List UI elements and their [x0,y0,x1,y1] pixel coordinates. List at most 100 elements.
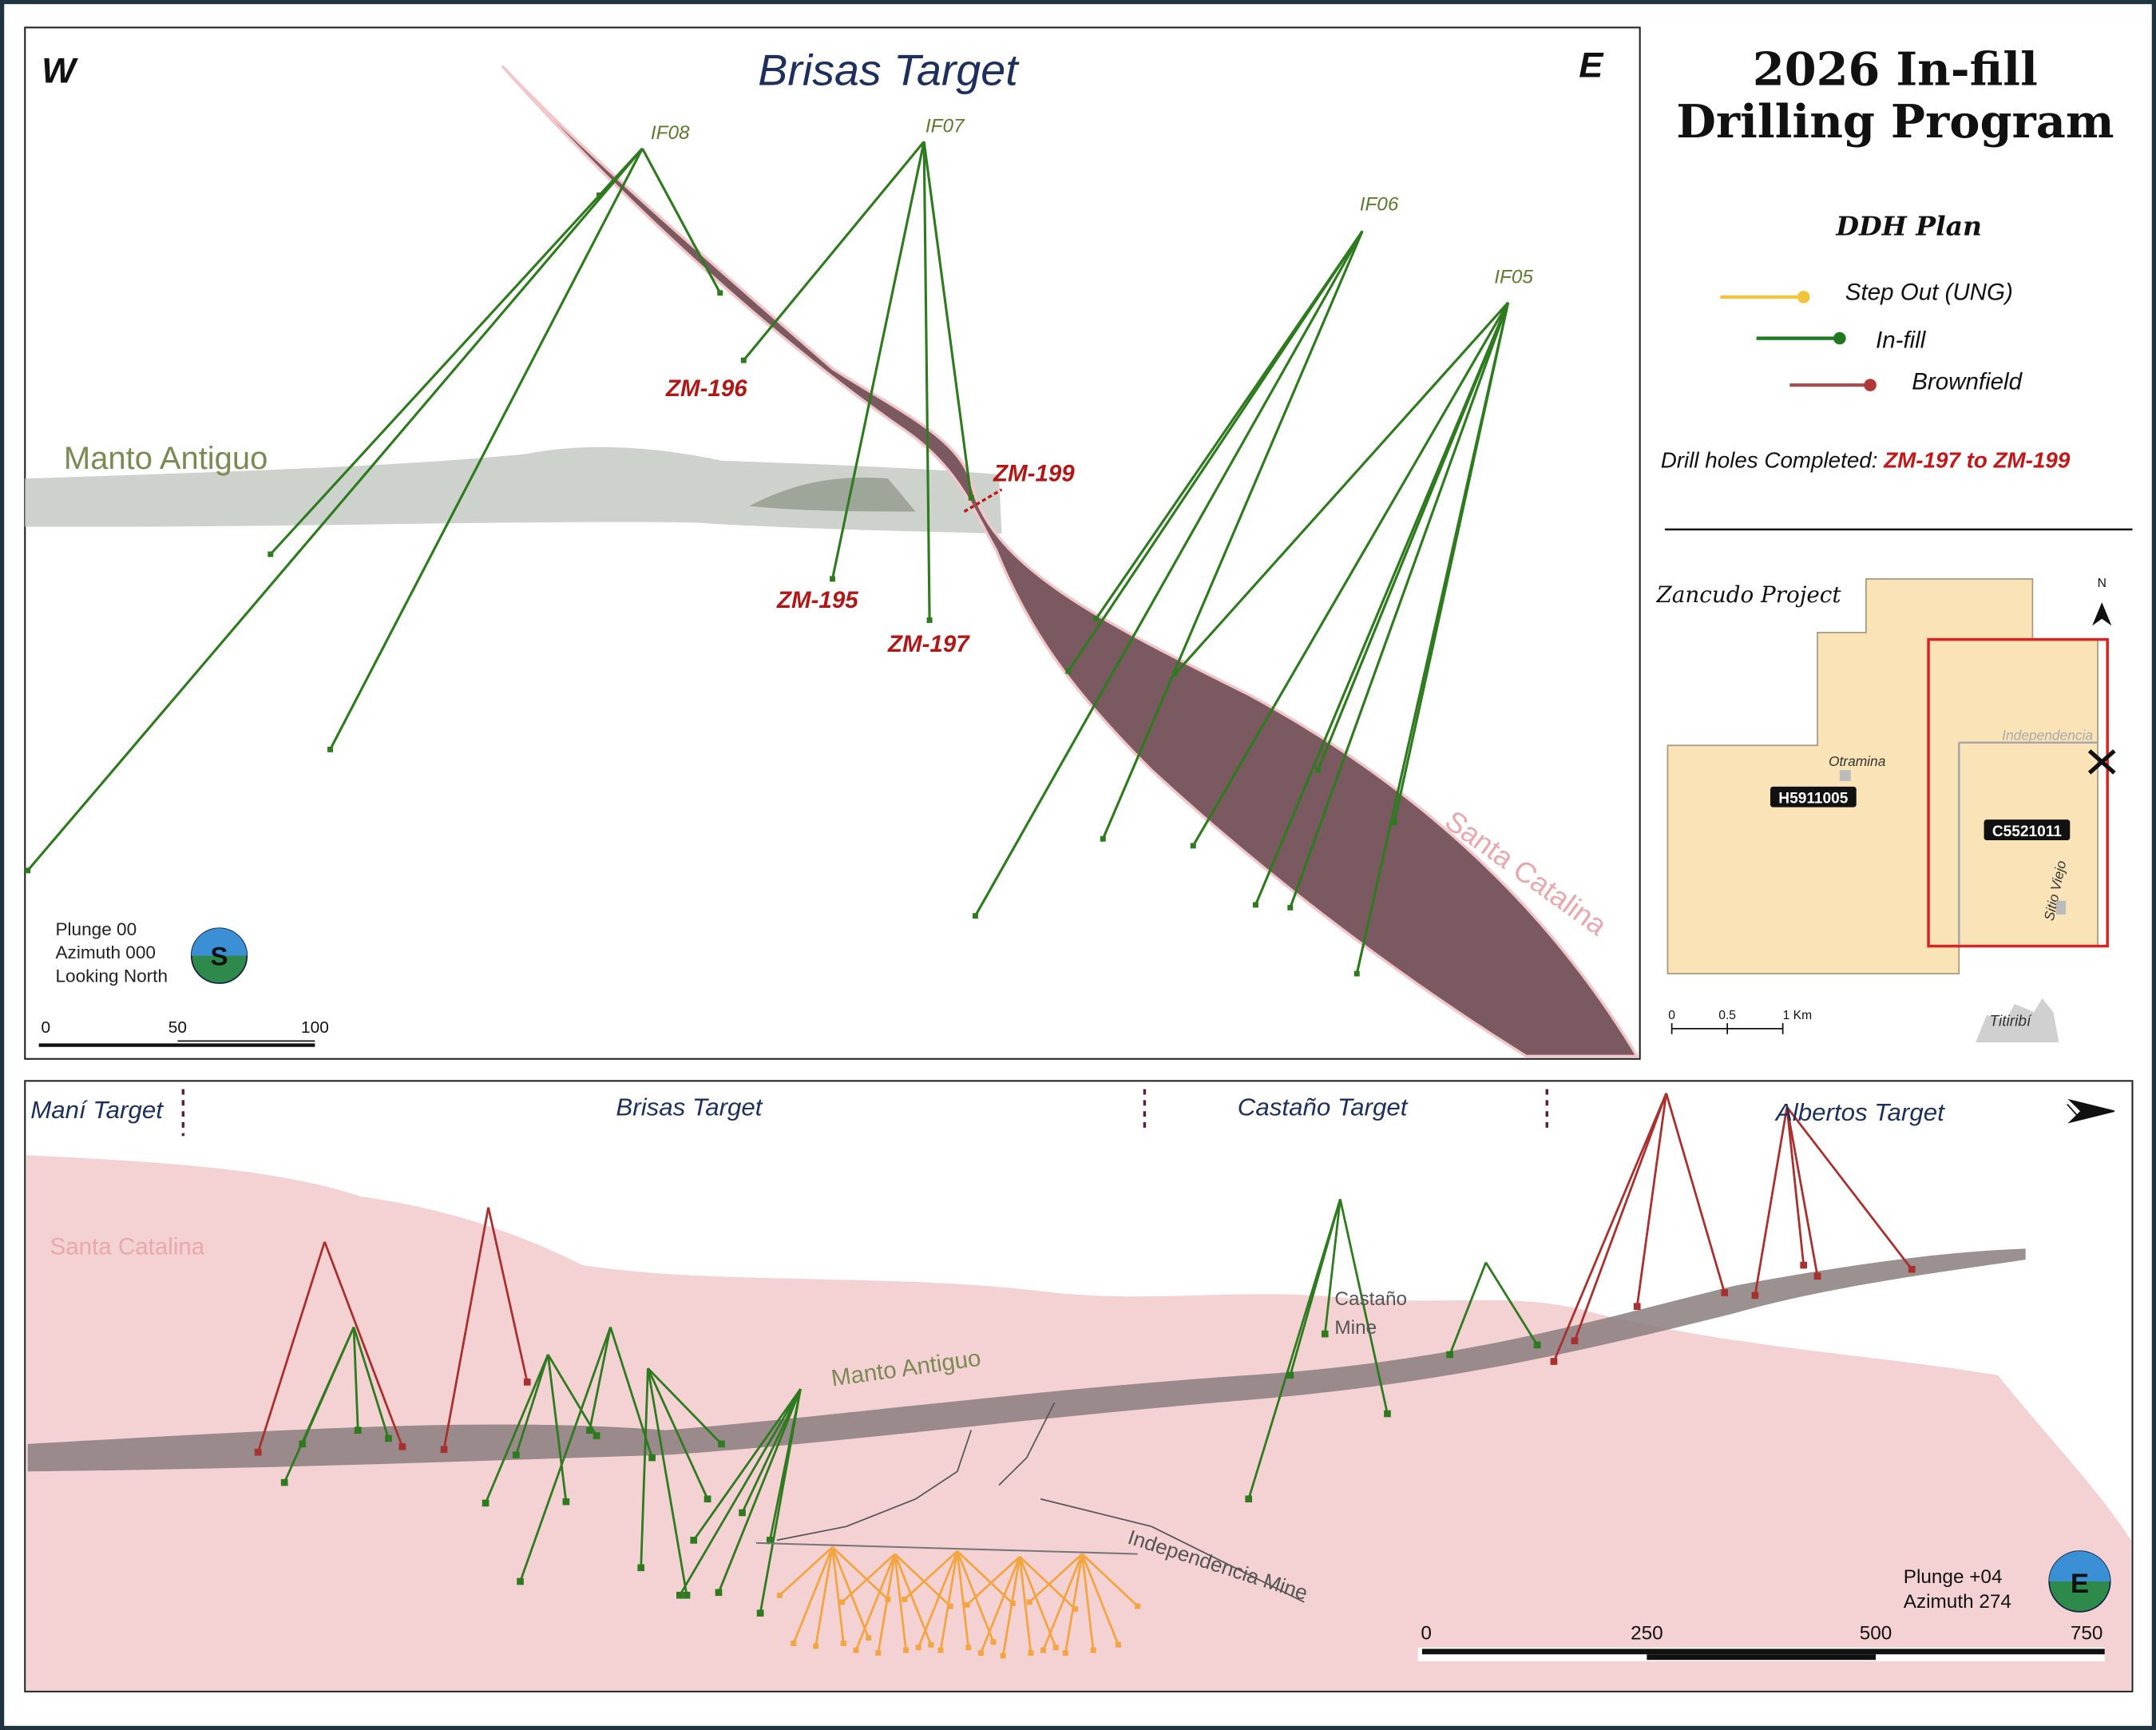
map-scale-label: 0 [1668,1009,1675,1022]
drill-end [1172,671,1179,677]
drill-end [398,1443,406,1450]
drill-end [875,1650,882,1657]
drill-end [903,1647,910,1653]
drill-trace [329,148,644,751]
drill-trace [1289,302,1510,908]
drill-end [1384,1410,1391,1418]
drill-end [928,1641,934,1648]
drill-trace [922,141,931,621]
drill-trace [269,147,644,555]
drill-trace [679,1388,802,1596]
drill-end [1721,1289,1728,1296]
drill-end [915,1645,921,1651]
legend-swatch [1864,379,1877,391]
drill-trace [830,141,925,580]
drill-end [972,913,978,919]
drill-end [637,1564,645,1572]
drill-end [1100,835,1106,842]
hole-label: IF07 [925,115,965,137]
completed-hole-label: ZM-199 [993,461,1075,487]
drill-end [523,1379,531,1386]
drill-end [947,1603,953,1609]
drill-trace [1339,1199,1389,1415]
drill-trace [1317,302,1510,771]
drill-trace [743,141,925,362]
drill-trace [487,1207,529,1383]
hole-label: IF05 [1494,267,1533,288]
drill-end [1028,1650,1034,1657]
place-marker [2055,900,2067,915]
drill-trace [974,230,1364,917]
drill-end [385,1434,392,1442]
place-label: Independencia [2002,727,2093,743]
drill-trace [841,1553,896,1603]
scale-label: 0 [42,1018,51,1037]
drill-trace [877,1553,897,1653]
drill-end [968,494,974,501]
drill-trace [831,1546,845,1644]
place-label: Otramina [1829,753,1886,769]
drill-end [299,1440,307,1448]
drill-trace [301,1326,355,1445]
drill-end [756,1609,764,1617]
drill-end [1287,904,1294,911]
drill-trace [1323,1199,1342,1335]
drill-trace [1001,1556,1021,1657]
drill-trace [1635,1093,1668,1307]
manto-antiguo-body [27,1248,2026,1472]
drill-trace [1019,1556,1076,1610]
section-title: Brisas Target [758,46,1020,95]
legend-label: Step Out (UNG) [1845,279,2013,305]
compass-letter: E [2071,1569,2089,1599]
manto-antiguo-core [749,478,916,512]
legend-label: Brownfield [1912,368,2023,395]
drill-end [1315,767,1322,773]
scale-label: 50 [168,1018,187,1037]
direction-arrow [2067,1098,2115,1124]
drill-trace [956,1551,970,1648]
completed-hole-label: ZM-196 [665,375,747,402]
drill-end [1391,819,1397,826]
drill-trace [1101,230,1364,839]
place-marker [1839,770,1851,781]
drill-trace [1080,1553,1120,1645]
drill-end [254,1448,262,1456]
drill-trace [894,1553,907,1651]
drill-end [280,1478,288,1486]
drill-trace [1174,301,1509,675]
drill-trace [647,1367,709,1500]
drill-trace [1573,1093,1667,1342]
legend-swatch [1797,291,1810,304]
program-title: 2026 In-fill [1753,43,2038,97]
view-label: Plunge +04 [1904,1566,2003,1588]
drill-trace [547,1354,598,1437]
drill-end [964,1601,970,1608]
drill-end [354,1426,362,1434]
drill-trace [256,1241,326,1453]
drill-trace [1785,1106,1805,1266]
drill-end [268,551,274,557]
drill-trace [1785,1106,1913,1271]
drill-trace [894,1553,952,1608]
drill-end [440,1446,448,1454]
drill-trace [922,141,973,498]
drill-end [1252,902,1258,908]
drill-end [596,192,603,198]
drill-trace [1080,1553,1095,1651]
mine-label: Mine [1334,1317,1377,1339]
mine-symbol [2087,749,2116,775]
drill-end [829,576,835,582]
drill-end [482,1499,489,1507]
north-label: N [2098,577,2106,590]
drill-end [1446,1351,1453,1359]
drill-end [1093,616,1100,622]
drill-end [1040,1647,1047,1653]
drill-holes [25,141,1510,977]
drill-trace [589,1327,612,1430]
drill-end [327,746,333,752]
drill-trace [515,1354,549,1456]
drill-trace [1484,1261,1539,1346]
drill-end [1353,970,1360,977]
drill-trace [1042,1553,1084,1651]
